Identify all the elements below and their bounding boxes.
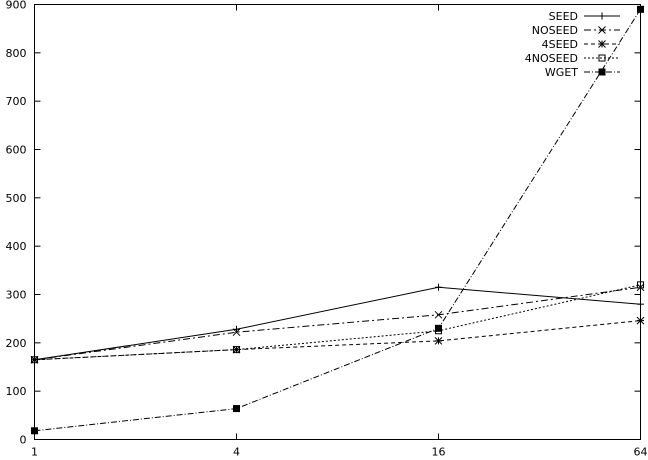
- data-point: [637, 5, 644, 13]
- legend-marker: [598, 40, 606, 48]
- axes: 0 100 200 300 400 500 600 700 800 900 1 4 16 64: [6, 0, 648, 459]
- series-line: [34, 284, 641, 361]
- y-tick-label: 600: [6, 144, 27, 157]
- y-tick-label: 0: [20, 434, 27, 447]
- y-tick-label: 400: [6, 240, 27, 253]
- legend-marker: [598, 26, 606, 34]
- y-tick-label: 100: [6, 385, 27, 398]
- legend-marker: [598, 12, 606, 20]
- series-4seed: [30, 316, 645, 364]
- legend-entry: SEED: [549, 10, 620, 23]
- data-point: [31, 356, 38, 364]
- data-point: [637, 281, 644, 289]
- x-tick-label: 64: [634, 446, 648, 459]
- legend-entry: WGET: [545, 66, 620, 79]
- legend-label: NOSEED: [532, 24, 578, 37]
- y-tick-label: 500: [6, 192, 27, 205]
- x-tick-label: 1: [31, 446, 38, 459]
- legend-label: 4SEED: [542, 38, 578, 51]
- y-tick-label: 700: [6, 95, 27, 108]
- plot-frame: [34, 4, 641, 440]
- series-wget: [31, 5, 644, 435]
- data-point: [636, 283, 645, 292]
- y-tick-label: 200: [6, 337, 27, 350]
- legend-entry: 4NOSEED: [525, 52, 620, 65]
- legend-label: WGET: [545, 66, 578, 79]
- series-line: [34, 320, 641, 361]
- data-point: [31, 427, 38, 435]
- series-line: [34, 286, 641, 361]
- series-line: [34, 9, 641, 432]
- x-tick-label: 4: [233, 446, 240, 459]
- x-tick-label: 16: [432, 446, 446, 459]
- data-point: [233, 405, 240, 413]
- y-tick-label: 800: [6, 47, 27, 60]
- legend-label: 4NOSEED: [525, 52, 578, 65]
- data-point: [637, 300, 644, 308]
- data-point: [232, 328, 241, 337]
- series-4noseed: [31, 281, 644, 364]
- y-tick-label: 900: [6, 0, 27, 12]
- y-tick-label: 300: [6, 289, 27, 302]
- data-point: [636, 316, 645, 325]
- legend-entry: 4SEED: [542, 38, 620, 51]
- series-line: [34, 286, 641, 361]
- data-point: [435, 283, 442, 291]
- data-point: [434, 310, 443, 319]
- data-point: [232, 345, 241, 354]
- series-layer: [30, 5, 645, 435]
- legend-entry: NOSEED: [532, 24, 620, 37]
- series-noseed: [30, 283, 645, 364]
- legend-marker: [598, 54, 606, 62]
- legend-label: SEED: [549, 10, 578, 23]
- data-point: [435, 324, 442, 332]
- legend-marker: [598, 68, 606, 76]
- data-point: [434, 337, 443, 345]
- data-point: [233, 346, 240, 354]
